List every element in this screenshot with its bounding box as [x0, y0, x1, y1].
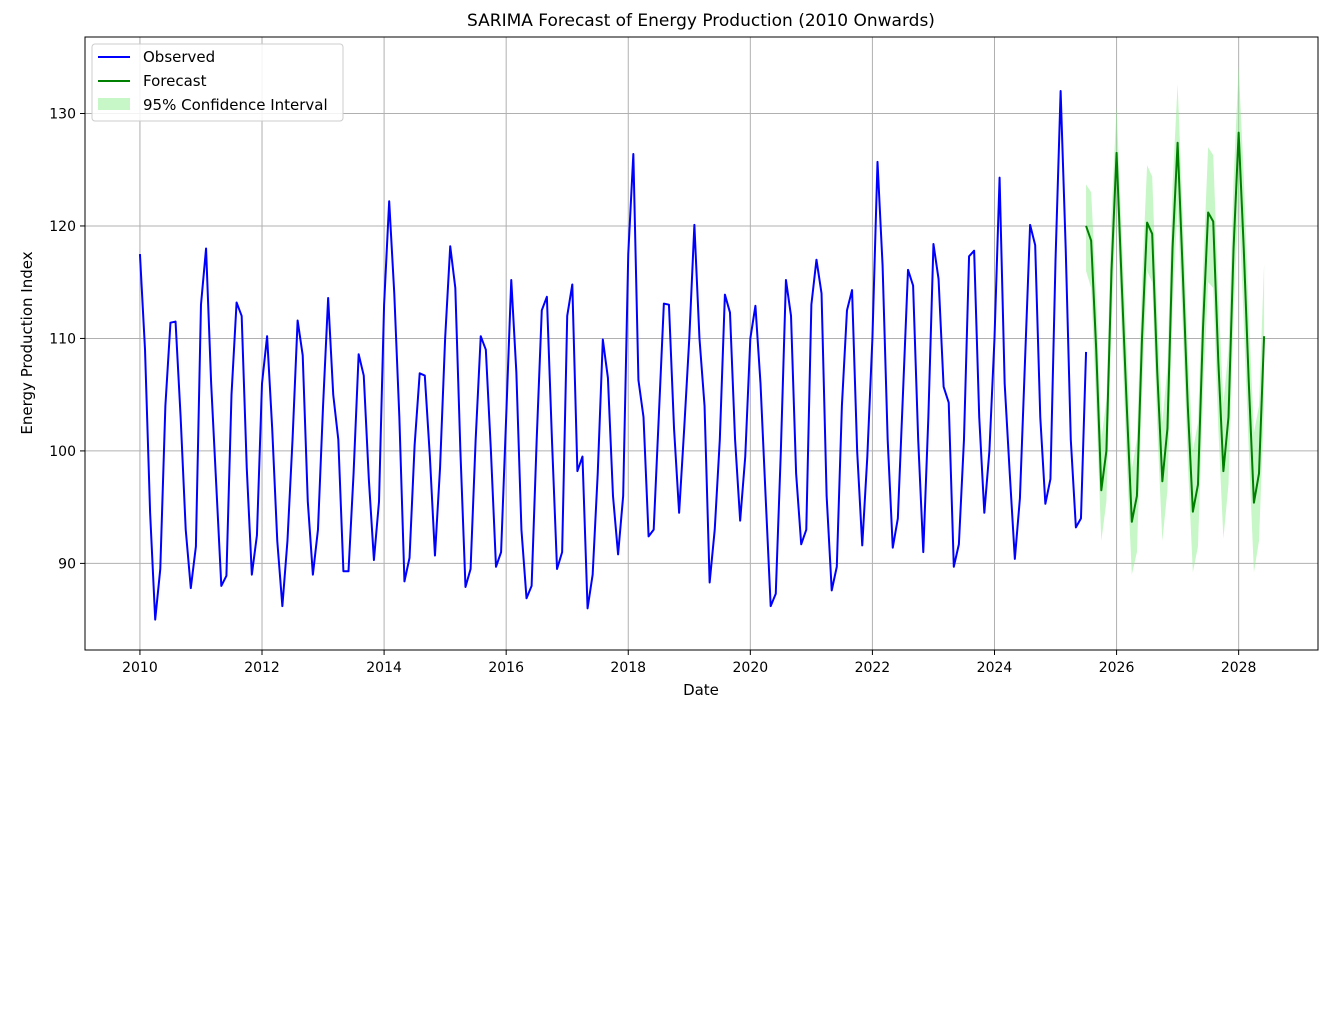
legend-swatch-confidence-interval — [98, 98, 130, 110]
series-line-forecast — [1085, 131, 1266, 523]
legend-label-observed: Observed — [143, 48, 215, 66]
x-axis-label: Date — [683, 681, 719, 699]
y-tick-label: 110 — [49, 331, 76, 347]
legend-label-confidence-interval: 95% Confidence Interval — [143, 96, 328, 114]
x-tick-label: 2012 — [244, 660, 280, 676]
x-tick-label: 2026 — [1099, 660, 1135, 676]
chart-title: SARIMA Forecast of Energy Production (20… — [467, 11, 935, 31]
y-tick-label: 90 — [58, 556, 76, 572]
x-tick-label: 2028 — [1221, 660, 1257, 676]
legend: Observed Forecast 95% Confidence Interva… — [91, 43, 344, 122]
plot-frame — [84, 36, 1319, 651]
x-tick-label: 2022 — [855, 660, 891, 676]
legend-label-forecast: Forecast — [143, 72, 207, 90]
y-axis-label: Energy Production Index — [18, 251, 36, 434]
confidence-interval-area — [1086, 66, 1265, 575]
y-tick-label: 130 — [49, 106, 76, 122]
x-tick-label: 2010 — [122, 660, 158, 676]
x-tick-label: 2024 — [977, 660, 1013, 676]
y-tick-label: 100 — [49, 444, 76, 460]
x-tick-label: 2014 — [366, 660, 402, 676]
x-tick-label: 2020 — [733, 660, 769, 676]
y-tick-label: 120 — [49, 219, 76, 235]
legend-box — [91, 43, 344, 122]
x-axis-ticks: 2010 2012 2014 2016 2018 2020 2022 2024 2026 2028 — [122, 650, 1256, 676]
x-tick-label: 2018 — [610, 660, 646, 676]
confidence-interval-band — [1086, 66, 1265, 575]
y-axis-ticks: 90 100 110 120 130 — [49, 106, 85, 572]
series-line-observed — [138, 89, 1088, 621]
x-tick-label: 2016 — [488, 660, 524, 676]
series — [138, 89, 1266, 621]
